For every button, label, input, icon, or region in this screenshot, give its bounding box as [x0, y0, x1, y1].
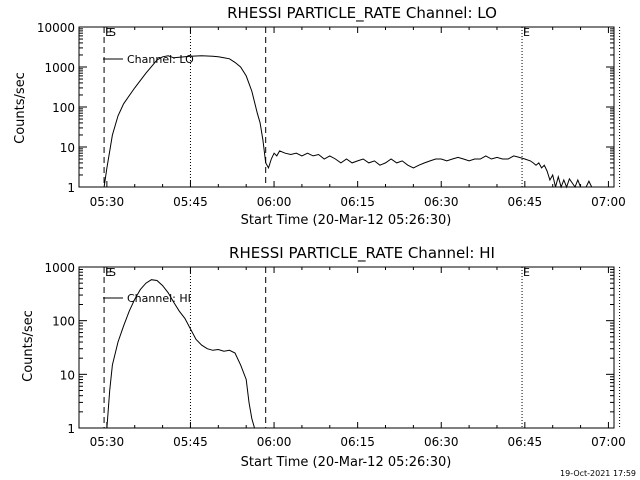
panel-hi-xtick-label: 07:00: [591, 435, 626, 449]
panel-lo-marker-label: E: [523, 26, 530, 39]
panel-lo-ytick-label: 10: [60, 141, 75, 155]
panel-lo-xtick-label: 07:00: [591, 195, 626, 209]
panel-hi-ytick-label: 10: [60, 368, 75, 382]
panel-lo-ylabel: Counts/sec: [13, 72, 28, 144]
panel-hi-xtick-label: 05:45: [173, 435, 208, 449]
panel-hi-ytick-label: 100: [52, 315, 75, 329]
panel-hi-xtick-label: 06:30: [424, 435, 459, 449]
panel-lo-ytick-label: 1000: [44, 61, 75, 75]
panel-lo-xlabel: Start Time (20-Mar-12 05:26:30): [241, 213, 452, 228]
panel-lo: RHESSI PARTICLE_RATE Channel: LO Start T…: [13, 4, 626, 228]
panel-lo-xtick-label: 06:45: [508, 195, 543, 209]
panel-lo-xtick-label: 05:30: [90, 195, 125, 209]
panel-lo-xtick-label: 06:15: [340, 195, 375, 209]
panel-hi-xlabel: Start Time (20-Mar-12 05:26:30): [241, 455, 452, 470]
panel-hi-legend-label: Channel: HI: [127, 292, 191, 305]
panel-lo-legend-label: Channel: LO: [127, 53, 194, 66]
panel-lo-ytick-label: 10000: [37, 21, 75, 35]
panel-hi-marker-label: S: [109, 266, 116, 279]
panel-lo-xtick-label: 06:00: [257, 195, 292, 209]
panel-hi-xtick-label: 06:45: [508, 435, 543, 449]
panel-lo-xtick-label: 06:30: [424, 195, 459, 209]
panel-hi-title: RHESSI PARTICLE_RATE Channel: HI: [229, 244, 495, 263]
footer-timestamp: 19-Oct-2021 17:59: [560, 469, 636, 478]
panel-hi-ylabel: Counts/sec: [21, 310, 36, 382]
panel-hi-ytick-label: 1: [67, 422, 75, 436]
panel-hi-marker-label: E: [105, 266, 112, 279]
panel-hi-frame: [78, 266, 615, 429]
panel-hi-xtick-label: 06:00: [257, 435, 292, 449]
panel-lo-series-line: [103, 55, 593, 189]
panel-lo-ytick-label: 100: [52, 101, 75, 115]
panel-lo-marker-label: S: [109, 26, 116, 39]
panel-lo-title: RHESSI PARTICLE_RATE Channel: LO: [227, 4, 497, 23]
panel-lo-xtick-label: 05:45: [173, 195, 208, 209]
panel-hi-xtick-label: 05:30: [90, 435, 125, 449]
panel-lo-marker-label: E: [105, 26, 112, 39]
panel-lo-ytick-label: 1: [67, 181, 75, 195]
panel-hi-series-line: [106, 279, 255, 429]
panel-hi-ytick-label: 1000: [44, 261, 75, 275]
panel-hi-marker-label: E: [523, 266, 530, 279]
panel-hi: RHESSI PARTICLE_RATE Channel: HI Start T…: [21, 244, 626, 470]
panel-hi-xtick-label: 06:15: [340, 435, 375, 449]
